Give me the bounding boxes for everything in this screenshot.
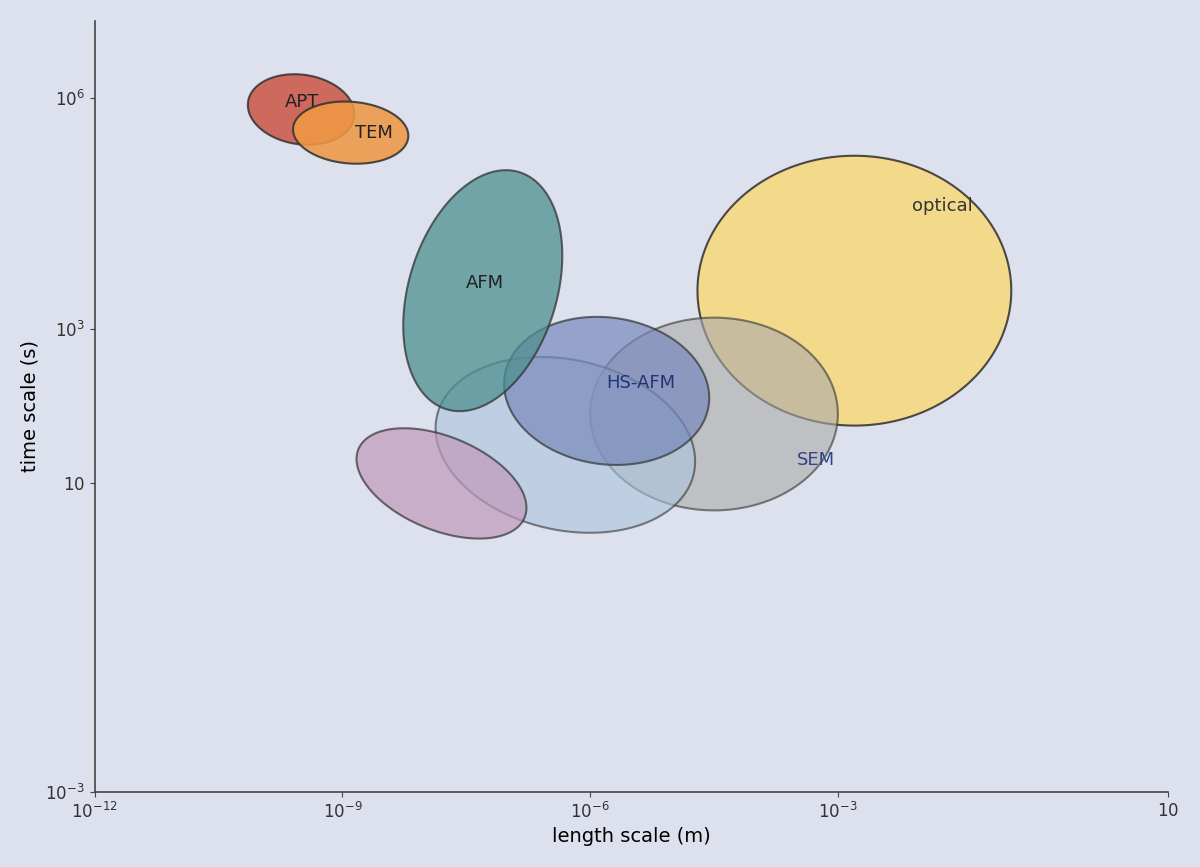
Polygon shape	[436, 357, 695, 533]
Polygon shape	[403, 170, 563, 411]
Text: TEM: TEM	[355, 124, 392, 141]
Polygon shape	[504, 316, 709, 465]
Text: SEM: SEM	[797, 452, 835, 469]
Text: AFM: AFM	[467, 274, 504, 292]
Polygon shape	[356, 428, 527, 538]
Text: APT: APT	[284, 93, 319, 111]
Text: HS-AFM: HS-AFM	[607, 375, 676, 392]
X-axis label: length scale (m): length scale (m)	[552, 827, 710, 846]
Polygon shape	[293, 101, 408, 164]
Text: optical: optical	[912, 197, 973, 215]
Y-axis label: time scale (s): time scale (s)	[20, 341, 40, 473]
Polygon shape	[697, 156, 1012, 426]
Polygon shape	[248, 75, 354, 145]
Polygon shape	[590, 317, 838, 511]
